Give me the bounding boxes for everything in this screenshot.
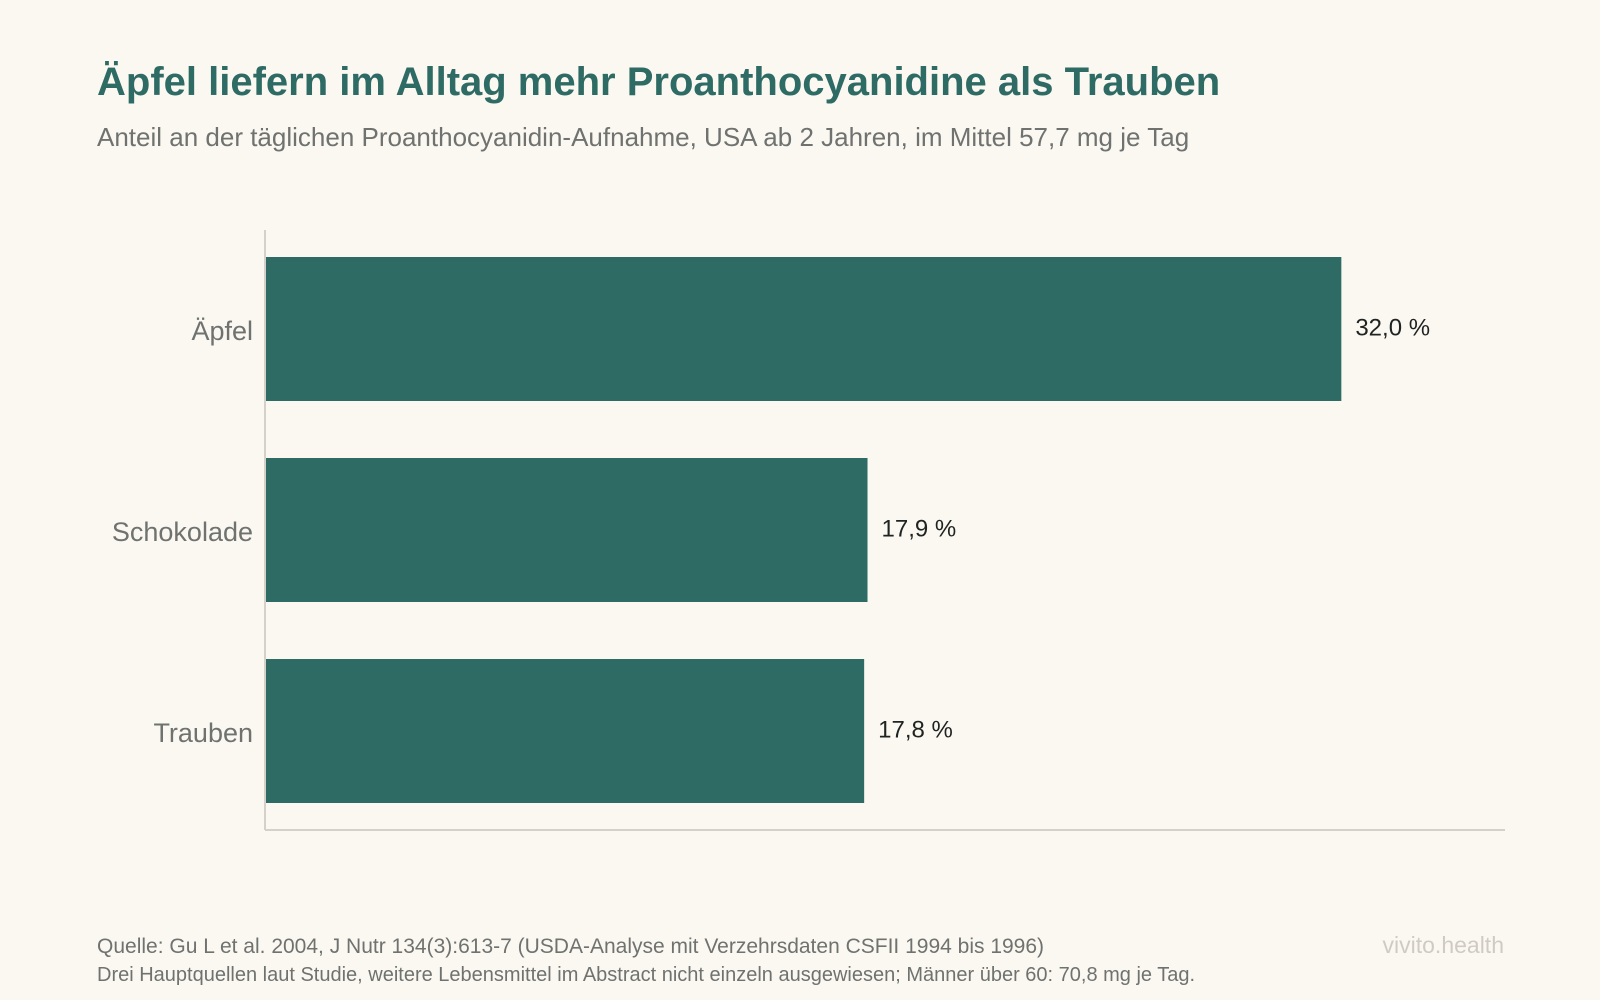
- brand-logo-text: vivito.health: [1382, 932, 1504, 958]
- bar: [266, 257, 1342, 401]
- category-label: Äpfel: [191, 316, 253, 346]
- value-label: 17,8 %: [878, 716, 953, 743]
- chart-title: Äpfel liefern im Alltag mehr Proanthocya…: [97, 60, 1221, 104]
- category-label: Schokolade: [112, 517, 253, 547]
- footer: Quelle: Gu L et al. 2004, J Nutr 134(3):…: [97, 932, 1195, 990]
- footnote: Drei Hauptquellen laut Studie, weitere L…: [97, 964, 1196, 986]
- source-note: Quelle: Gu L et al. 2004, J Nutr 134(3):…: [97, 935, 1045, 958]
- value-label: 32,0 %: [1355, 314, 1430, 341]
- bar: [266, 458, 868, 602]
- category-label: Trauben: [153, 718, 253, 748]
- value-label: 17,9 %: [882, 515, 957, 542]
- bar: [266, 659, 865, 803]
- chart-subtitle: Anteil an der täglichen Proanthocyanidin…: [97, 122, 1190, 152]
